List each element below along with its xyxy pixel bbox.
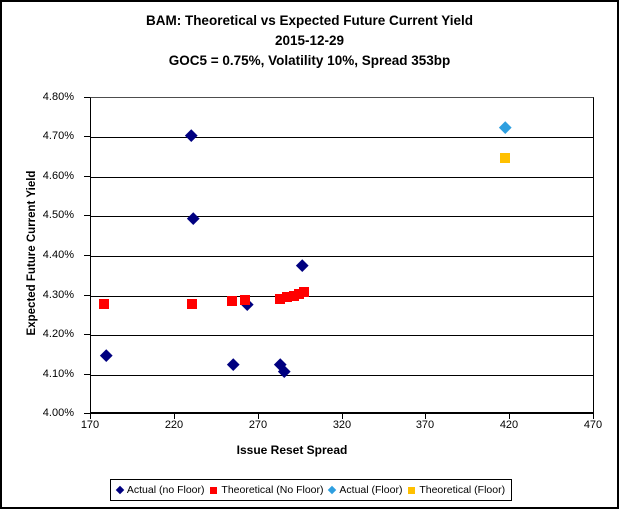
y-tick-label: 4.50% (42, 209, 74, 221)
y-axis-tick (84, 295, 90, 296)
data-point-theoretical-no-floor (186, 298, 197, 309)
y-tick-label: 4.30% (42, 289, 74, 301)
y-tick-label: 4.10% (42, 368, 74, 380)
data-point-theoretical-no-floor (293, 289, 304, 300)
gridline (91, 375, 594, 376)
y-axis-tick (84, 215, 90, 216)
y-tick-label: 4.70% (42, 130, 74, 142)
x-axis-tick (258, 414, 259, 419)
data-point-actual-no-floor (296, 259, 309, 272)
diamond-marker-icon (328, 485, 337, 495)
legend-label: Actual (no Floor) (126, 484, 205, 496)
chart-subtitle-date: 2015-12-29 (274, 33, 345, 48)
legend-label: Actual (Floor) (339, 484, 403, 496)
data-point-theoretical-no-floor (240, 294, 251, 305)
legend-label: Theoretical (Floor) (419, 484, 506, 496)
x-axis-tick (509, 414, 510, 419)
x-axis-tick (342, 414, 343, 419)
legend-label: Theoretical (No Floor) (221, 484, 324, 496)
chart-title: BAM: Theoretical vs Expected Future Curr… (145, 13, 474, 28)
data-point-theoretical-no-floor (226, 296, 237, 307)
gridline (91, 216, 594, 217)
y-axis-tick (84, 136, 90, 137)
gridline (91, 256, 594, 257)
y-axis-tick (84, 334, 90, 335)
data-point-actual-no-floor (227, 358, 240, 371)
y-tick-label: 4.00% (42, 407, 74, 419)
y-tick-label: 4.20% (42, 328, 74, 340)
x-tick-label: 220 (164, 419, 184, 431)
x-tick-label: 320 (332, 419, 352, 431)
data-point-theoretical-no-floor (99, 298, 110, 309)
y-axis-tick (84, 413, 90, 414)
chart-title-block: BAM: Theoretical vs Expected Future Curr… (2, 11, 617, 71)
gridline (91, 296, 594, 297)
data-point-theoretical-no-floor (275, 293, 286, 304)
y-axis-tick (84, 255, 90, 256)
data-point-theoretical-floor (500, 153, 511, 164)
x-axis-tick (425, 414, 426, 419)
diamond-marker-icon (115, 485, 125, 495)
plot-area (90, 97, 594, 414)
legend: Actual (no Floor) Theoretical (No Floor) A… (110, 479, 512, 501)
square-marker-icon (408, 486, 416, 494)
legend-item-actual-floor: Actual (Floor) (328, 484, 403, 496)
y-axis-tick (84, 97, 90, 98)
x-axis-tick (593, 414, 594, 419)
legend-item-actual-no-floor: Actual (no Floor) (115, 484, 205, 496)
data-point-actual-no-floor (185, 129, 198, 142)
y-tick-label: 4.40% (42, 249, 74, 261)
x-axis-tick (174, 414, 175, 419)
x-tick-label: 270 (248, 419, 268, 431)
x-tick-label: 370 (415, 419, 435, 431)
x-tick-label: 170 (80, 419, 100, 431)
x-tick-label: 470 (583, 419, 603, 431)
gridline (91, 177, 594, 178)
data-point-theoretical-no-floor (298, 287, 309, 298)
legend-item-theoretical-floor: Theoretical (Floor) (408, 484, 505, 496)
gridline (91, 335, 594, 336)
x-axis-tick (90, 414, 91, 419)
x-tick-label: 420 (499, 419, 519, 431)
data-point-theoretical-no-floor (282, 292, 293, 303)
data-point-actual-no-floor (100, 348, 113, 361)
y-axis-tick (84, 176, 90, 177)
data-point-actual-no-floor (187, 212, 200, 225)
square-marker-icon (210, 486, 218, 494)
data-point-theoretical-no-floor (288, 290, 299, 301)
data-point-actual-floor (499, 121, 512, 134)
gridline (91, 137, 594, 138)
legend-item-theoretical-no-floor: Theoretical (No Floor) (210, 484, 324, 496)
x-axis-title: Issue Reset Spread (236, 443, 348, 457)
y-tick-label: 4.60% (42, 170, 74, 182)
y-axis-tick (84, 374, 90, 375)
chart-subtitle-params: GOC5 = 0.75%, Volatility 10%, Spread 353… (168, 53, 451, 68)
y-tick-label: 4.80% (42, 91, 74, 103)
